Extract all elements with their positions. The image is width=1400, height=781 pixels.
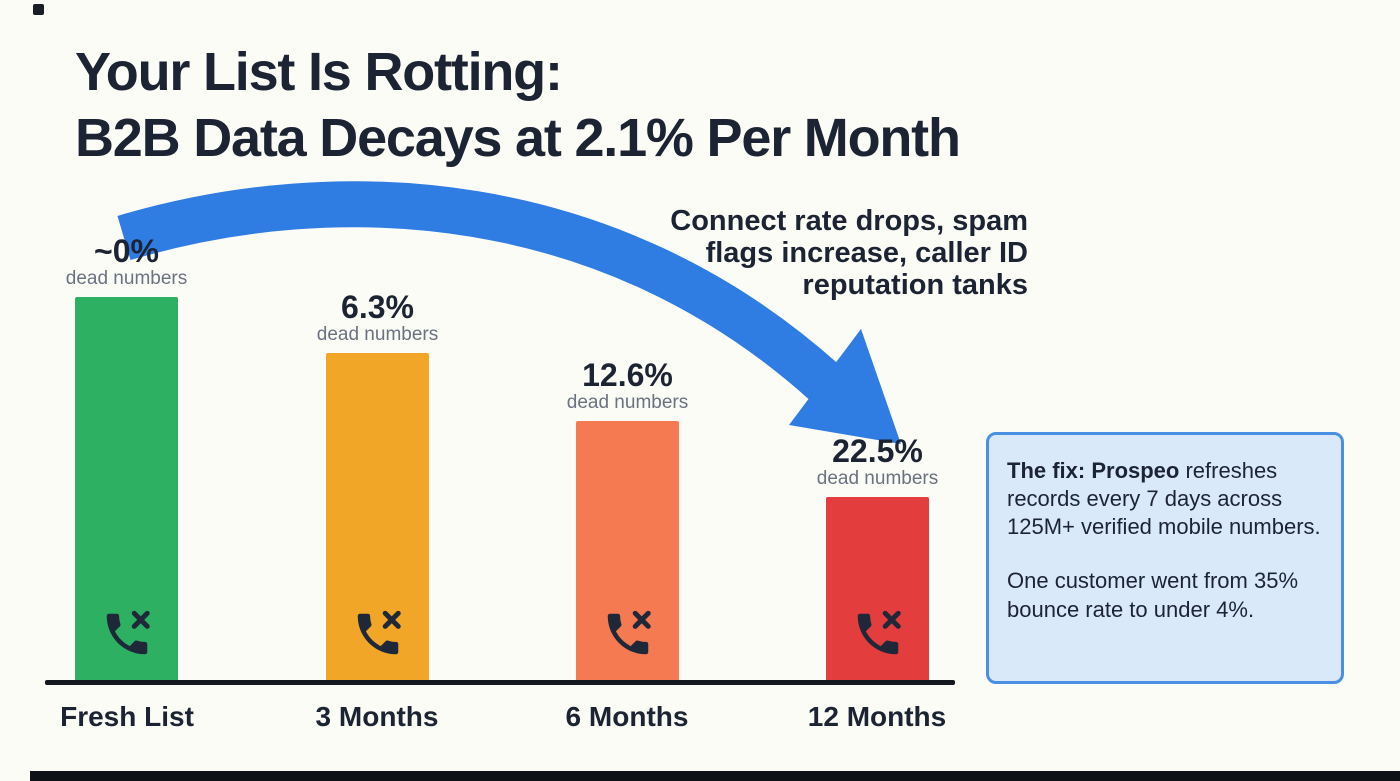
bottom-strip xyxy=(30,771,1400,781)
axis-label-3-months: 3 Months xyxy=(315,701,439,732)
corner-mark xyxy=(33,4,44,15)
callout-customer-paragraph: One customer went from 35% bounce rate t… xyxy=(1007,568,1299,622)
title-line-1: Your List Is Rotting: xyxy=(75,42,563,102)
value-sublabel: dead numbers xyxy=(566,392,689,414)
bar-group-fresh-list: ~0% dead numbers xyxy=(66,232,187,683)
title-line-2: B2B Data Decays at 2.1% Per Month xyxy=(75,107,961,168)
callout-fix-paragraph: The fix: Prospeo refreshes records every… xyxy=(1007,457,1323,541)
bar-group-12-months: 22.5% dead numbers xyxy=(817,432,938,683)
value-label: ~0% xyxy=(94,232,159,269)
bar-group-3-months: 6.3% dead numbers xyxy=(317,288,438,683)
phone-x-icon xyxy=(357,610,401,655)
decay-annotation: Connect rate drops, spam flags increase,… xyxy=(670,205,1028,302)
x-axis-line xyxy=(45,680,955,685)
phone-x-icon xyxy=(106,610,150,655)
bar-12-months xyxy=(826,497,929,683)
value-label: 22.5% xyxy=(832,432,923,469)
callout-fix-bold: The fix: Prospeo xyxy=(1007,458,1180,483)
page-title: Your List Is Rotting: B2B Data Decays at… xyxy=(75,40,961,172)
axis-label-12-months: 12 Months xyxy=(807,701,947,732)
axis-label-6-months: 6 Months xyxy=(565,701,689,732)
value-label: 6.3% xyxy=(341,288,414,325)
bar-group-6-months: 12.6% dead numbers xyxy=(567,356,688,683)
axis-label-fresh-list: Fresh List xyxy=(60,701,194,732)
value-sublabel: dead numbers xyxy=(316,324,439,346)
annotation-line-2: flags increase, caller ID xyxy=(705,236,1028,269)
bar-3-months xyxy=(326,353,429,683)
bar-6-months xyxy=(576,421,679,683)
value-sublabel: dead numbers xyxy=(65,268,188,290)
phone-x-icon xyxy=(607,610,651,655)
callout-fix-rest: refreshes records every 7 days across 12… xyxy=(1007,458,1321,540)
value-label: 12.6% xyxy=(582,356,673,393)
fix-callout-box: The fix: Prospeo refreshes records every… xyxy=(986,432,1344,684)
annotation-line-3: reputation tanks xyxy=(802,268,1028,301)
value-sublabel: dead numbers xyxy=(816,468,939,490)
annotation-line-1: Connect rate drops, spam xyxy=(670,205,1028,237)
phone-x-icon xyxy=(857,610,901,655)
bar-fresh-list xyxy=(75,297,178,683)
